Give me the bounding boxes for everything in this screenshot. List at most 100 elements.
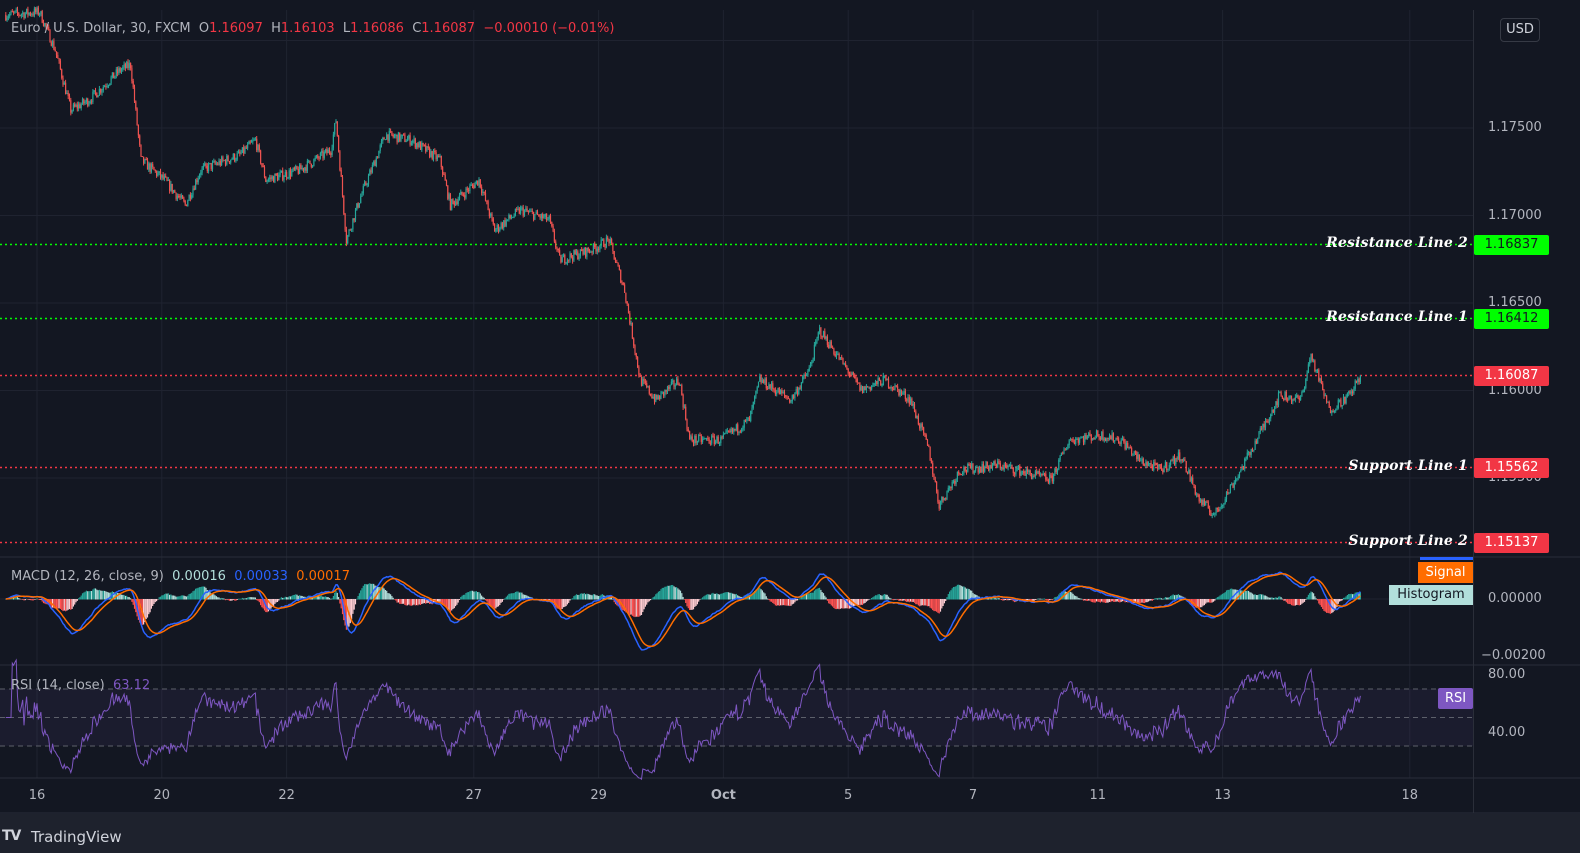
- candle: [282, 170, 284, 180]
- macd-histogram-bar: [937, 599, 939, 613]
- candle: [826, 336, 828, 345]
- candle: [791, 395, 793, 402]
- candle: [1073, 442, 1075, 445]
- candle: [401, 134, 403, 137]
- candle: [312, 165, 314, 167]
- candle: [1309, 360, 1311, 365]
- candle: [854, 374, 856, 379]
- candle: [767, 388, 769, 390]
- candle: [145, 159, 147, 160]
- candle: [237, 151, 240, 154]
- candle: [796, 389, 799, 395]
- candle: [572, 257, 574, 261]
- candle: [71, 110, 73, 113]
- macd-histogram-bar: [287, 597, 289, 600]
- candle: [1222, 504, 1224, 507]
- macd-histogram-bar: [1280, 597, 1282, 600]
- candle: [83, 98, 85, 104]
- tradingview-logo-icon[interactable]: TV: [2, 828, 21, 844]
- macd-histogram-bar: [513, 593, 515, 600]
- macd-histogram-bar: [153, 599, 155, 604]
- candle: [599, 245, 601, 250]
- time-axis-tick: 27: [465, 788, 483, 803]
- macd-histogram-bar: [414, 599, 416, 606]
- candle: [1063, 449, 1065, 454]
- macd-histogram-bar: [1281, 598, 1283, 600]
- candle: [787, 398, 789, 400]
- candle: [452, 199, 454, 202]
- candle: [217, 163, 219, 165]
- macd-histogram-bar: [592, 594, 594, 600]
- macd-histogram-bar: [163, 594, 165, 600]
- candle: [942, 496, 944, 501]
- candle: [929, 446, 931, 461]
- candle: [1105, 438, 1107, 442]
- macd-histogram-bar: [1258, 594, 1260, 600]
- macd-histogram-bar: [464, 594, 466, 600]
- candle: [780, 389, 782, 395]
- macd-histogram-bar: [1249, 592, 1251, 600]
- candle: [786, 396, 788, 399]
- candle: [1207, 502, 1209, 509]
- candle: [646, 383, 648, 387]
- candle: [52, 41, 54, 46]
- macd-histogram-bar: [145, 599, 147, 620]
- macd-histogram-bar: [410, 599, 412, 606]
- macd-histogram-bar: [291, 595, 293, 600]
- macd-histogram-bar: [1144, 599, 1146, 604]
- candle: [1090, 435, 1092, 441]
- candle: [1225, 491, 1228, 500]
- macd-histogram-bar: [1007, 599, 1009, 601]
- candle: [1085, 434, 1087, 439]
- macd-histogram-bar: [990, 598, 992, 600]
- candle: [412, 140, 414, 143]
- macd-histogram-bar: [449, 599, 451, 612]
- currency-button[interactable]: USD: [1500, 18, 1540, 42]
- candle: [284, 172, 286, 177]
- macd-histogram-bar: [353, 599, 355, 610]
- macd-histogram-bar: [61, 599, 63, 611]
- macd-histogram-bar: [59, 599, 61, 609]
- candle: [546, 213, 548, 221]
- candle: [431, 151, 433, 159]
- brand-name[interactable]: TradingView: [31, 828, 122, 846]
- macd-histogram-bar: [627, 599, 630, 614]
- candle: [816, 338, 818, 342]
- macd-histogram-bar: [106, 591, 108, 600]
- candle: [582, 251, 584, 255]
- candle: [1140, 460, 1142, 462]
- candle: [932, 463, 934, 475]
- rsi-axis-tick: 40.00: [1488, 725, 1526, 740]
- macd-histogram-bar: [925, 599, 927, 606]
- candle: [685, 406, 687, 420]
- macd-histogram-bar: [951, 588, 953, 600]
- candle: [1172, 456, 1174, 461]
- macd-histogram-bar: [345, 599, 347, 630]
- macd-histogram-bar: [575, 594, 578, 600]
- candle: [817, 332, 819, 339]
- macd-histogram-bar: [1271, 597, 1273, 600]
- candle: [1280, 392, 1282, 396]
- macd-histogram-bar: [1199, 599, 1202, 608]
- candle: [1277, 392, 1280, 406]
- macd-histogram-bar: [396, 599, 398, 603]
- macd-histogram-bar: [492, 599, 494, 608]
- macd-histogram-bar: [1082, 599, 1085, 601]
- candle: [453, 201, 455, 206]
- macd-histogram-bar: [150, 599, 152, 609]
- macd-histogram-bar: [447, 599, 449, 611]
- macd-histogram-bar: [1041, 598, 1043, 600]
- macd-histogram-bar: [894, 599, 896, 600]
- candle: [659, 396, 661, 400]
- macd-histogram-bar: [15, 596, 17, 600]
- candle: [208, 163, 210, 172]
- candle: [635, 353, 637, 357]
- macd-histogram-bar: [286, 597, 288, 600]
- high-label: H: [271, 21, 281, 36]
- candle: [1017, 466, 1020, 469]
- candle: [1320, 378, 1322, 384]
- macd-histogram-bar: [920, 599, 922, 606]
- candle: [1205, 501, 1207, 506]
- macd-histogram-bar: [887, 596, 890, 600]
